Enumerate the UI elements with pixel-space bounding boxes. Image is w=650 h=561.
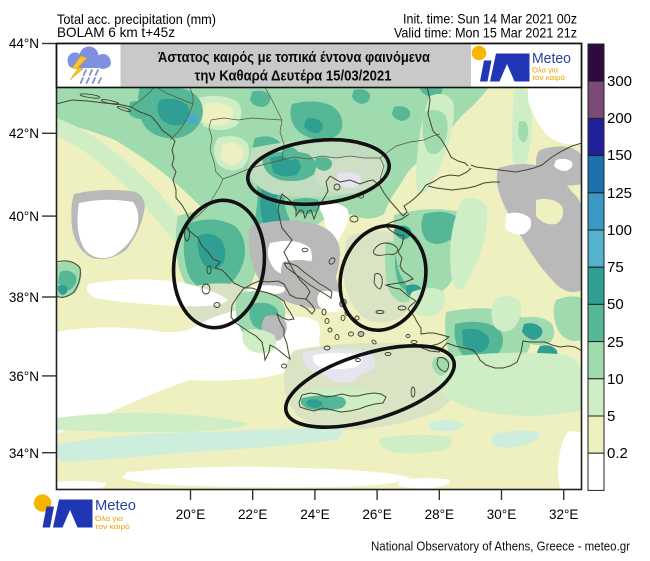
svg-text:Init. time: Sun 14 Mar 2021 00: Init. time: Sun 14 Mar 2021 00z xyxy=(403,11,577,27)
svg-text:30°E: 30°E xyxy=(487,507,516,522)
svg-text:300: 300 xyxy=(607,73,632,90)
svg-text:75: 75 xyxy=(607,259,624,276)
svg-text:τον καιρό: τον καιρό xyxy=(95,522,130,531)
svg-text:Total acc. precipitation (mm): Total acc. precipitation (mm) xyxy=(57,11,216,27)
svg-text:26°E: 26°E xyxy=(362,507,391,522)
svg-text:10: 10 xyxy=(607,371,624,388)
svg-text:5: 5 xyxy=(607,408,615,425)
svg-text:125: 125 xyxy=(607,185,632,202)
svg-text:Meteo: Meteo xyxy=(95,497,136,514)
svg-text:42°N: 42°N xyxy=(9,126,39,141)
svg-text:Όλα για: Όλα για xyxy=(94,514,124,523)
svg-text:22°E: 22°E xyxy=(238,507,267,522)
svg-text:την Καθαρά Δευτέρα 15/03/2021: την Καθαρά Δευτέρα 15/03/2021 xyxy=(195,69,392,85)
svg-text:National Observatory of Athens: National Observatory of Athens, Greece -… xyxy=(371,539,631,554)
svg-text:200: 200 xyxy=(607,110,632,127)
svg-text:44°N: 44°N xyxy=(9,36,39,51)
svg-text:0.2: 0.2 xyxy=(607,445,628,462)
svg-text:24°E: 24°E xyxy=(300,507,329,522)
svg-text:Άστατος καιρός με τοπικά έντον: Άστατος καιρός με τοπικά έντονα φαινόμεν… xyxy=(158,50,430,66)
svg-text:Meteo: Meteo xyxy=(532,51,571,67)
svg-text:100: 100 xyxy=(607,222,632,239)
svg-text:BOLAM 6 km t+45z: BOLAM 6 km t+45z xyxy=(57,24,175,40)
svg-text:40°N: 40°N xyxy=(9,209,39,224)
svg-text:34°N: 34°N xyxy=(9,446,39,461)
svg-text:150: 150 xyxy=(607,147,632,164)
svg-text:28°E: 28°E xyxy=(425,507,454,522)
svg-text:50: 50 xyxy=(607,296,624,313)
svg-text:20°E: 20°E xyxy=(176,507,205,522)
svg-text:25: 25 xyxy=(607,334,624,351)
svg-text:τον καιρό: τον καιρό xyxy=(532,74,565,82)
svg-text:32°E: 32°E xyxy=(549,507,578,522)
svg-text:36°N: 36°N xyxy=(9,369,39,384)
svg-text:38°N: 38°N xyxy=(9,290,39,305)
svg-text:Valid time: Mon 15 Mar 2021 21: Valid time: Mon 15 Mar 2021 21z xyxy=(394,25,577,41)
svg-text:Όλα για: Όλα για xyxy=(531,68,558,75)
